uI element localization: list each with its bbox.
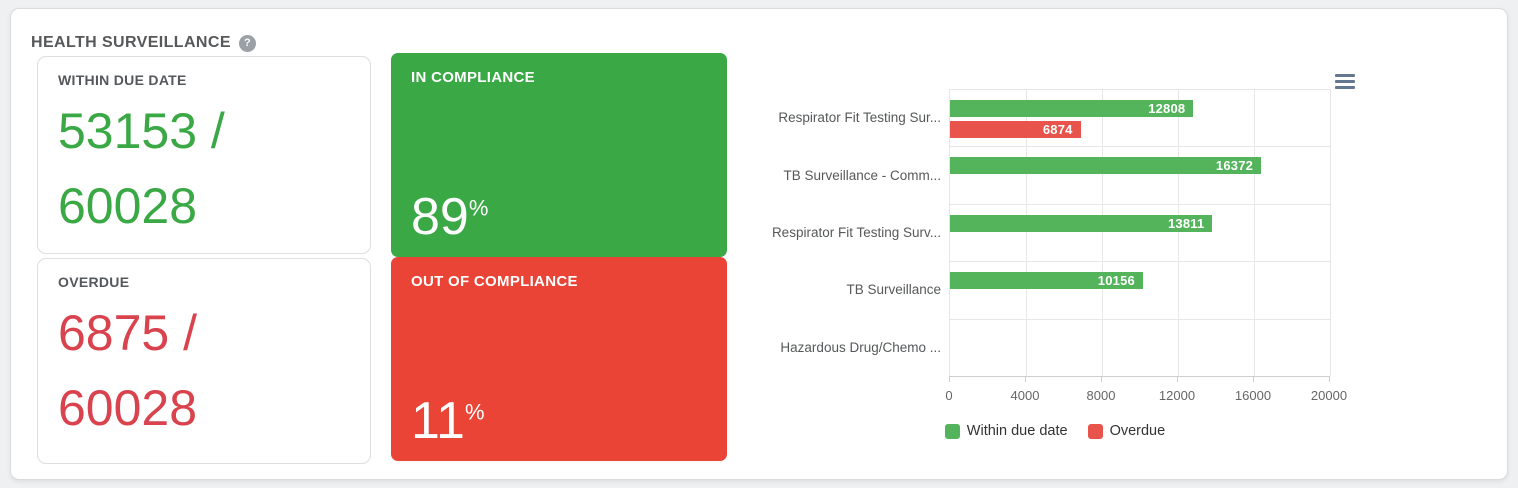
row-gridline <box>950 146 1330 204</box>
legend-swatch <box>1087 423 1103 439</box>
category-label: Respirator Fit Testing Sur... <box>778 110 941 126</box>
gridline <box>1330 89 1331 376</box>
x-axis-tick <box>1329 376 1330 382</box>
x-axis-line <box>950 376 1330 377</box>
bar-within-due-date[interactable]: 12808 <box>950 100 1194 117</box>
row-gridline <box>950 89 1330 147</box>
widget-title: HEALTH SURVEILLANCE <box>31 34 231 51</box>
x-tick-label: 0 <box>945 388 953 403</box>
compliance-bar-chart: Respirator Fit Testing Sur... TB Surveill… <box>739 61 1371 463</box>
stat-value: 53153 / 60028 <box>58 103 225 234</box>
help-icon[interactable]: ? <box>238 34 256 52</box>
category-label: Hazardous Drug/Chemo ... <box>780 339 941 355</box>
bar-value-label: 10156 <box>1097 273 1135 289</box>
x-axis-tick <box>1253 376 1254 382</box>
overdue-card[interactable]: OVERDUE 6875 / 60028 <box>37 258 371 464</box>
gridline <box>1254 89 1255 376</box>
x-axis-tick <box>1177 376 1178 382</box>
legend-item-within-due-date[interactable]: Within due date <box>944 423 1068 439</box>
x-tick-label: 8000 <box>1086 388 1116 403</box>
legend-label: Within due date <box>966 423 1068 439</box>
x-axis-tick <box>949 376 950 382</box>
stat-label: OVERDUE <box>58 274 130 290</box>
category-label: TB Surveillance - Comm... <box>783 167 941 183</box>
category-label: TB Surveillance <box>846 282 941 298</box>
legend-item-overdue[interactable]: Overdue <box>1087 423 1166 439</box>
bar-within-due-date[interactable]: 16372 <box>950 157 1262 175</box>
compliance-label: IN COMPLIANCE <box>411 69 535 86</box>
plot-area: 12808 6874 16372 13811 10156 <box>949 89 1331 377</box>
legend-swatch <box>944 423 960 439</box>
x-axis-tick <box>1101 376 1102 382</box>
compliance-percent-number: 89 <box>411 188 469 246</box>
row-gridline <box>950 261 1330 319</box>
bar-value-label: 6874 <box>1042 122 1073 137</box>
stat-value: 6875 / 60028 <box>58 305 198 436</box>
within-due-date-card[interactable]: WITHIN DUE DATE 53153 / 60028 <box>37 56 371 254</box>
gridline <box>1102 89 1103 376</box>
percent-sign: % <box>468 195 489 221</box>
bar-value-label: 13811 <box>1167 215 1205 231</box>
x-tick-label: 16000 <box>1234 388 1272 403</box>
stat-label: WITHIN DUE DATE <box>58 72 187 88</box>
chart-legend: Within due date Overdue <box>739 423 1371 439</box>
x-axis-tick <box>1025 376 1026 382</box>
bar-value-label: 16372 <box>1215 158 1254 174</box>
category-label: Respirator Fit Testing Surv... <box>771 224 941 240</box>
out-of-compliance-card[interactable]: OUT OF COMPLIANCE 11% <box>391 257 727 461</box>
gridline <box>1178 89 1179 376</box>
row-gridline <box>950 203 1330 262</box>
bar-overdue[interactable]: 6874 <box>950 121 1081 138</box>
x-tick-label: 12000 <box>1158 388 1196 403</box>
compliance-percent: 89% <box>411 191 488 243</box>
compliance-percent-number: 11 <box>411 392 465 450</box>
compliance-percent: 11% <box>411 395 485 447</box>
x-tick-label: 4000 <box>1010 388 1040 403</box>
bar-within-due-date[interactable]: 13811 <box>950 214 1213 232</box>
gridline <box>1026 89 1027 376</box>
compliance-label: OUT OF COMPLIANCE <box>411 273 578 290</box>
bar-within-due-date[interactable]: 10156 <box>950 272 1143 290</box>
health-surveillance-widget: HEALTH SURVEILLANCE ? WITHIN DUE DATE 53… <box>10 8 1508 480</box>
in-compliance-card[interactable]: IN COMPLIANCE 89% <box>391 53 727 257</box>
bar-value-label: 12808 <box>1148 101 1186 116</box>
chart-context-menu-icon[interactable] <box>1333 69 1359 94</box>
x-tick-label: 20000 <box>1310 388 1348 403</box>
row-gridline <box>950 318 1330 377</box>
legend-label: Overdue <box>1109 423 1166 439</box>
widget-header: HEALTH SURVEILLANCE ? <box>31 34 256 52</box>
percent-sign: % <box>464 399 485 425</box>
